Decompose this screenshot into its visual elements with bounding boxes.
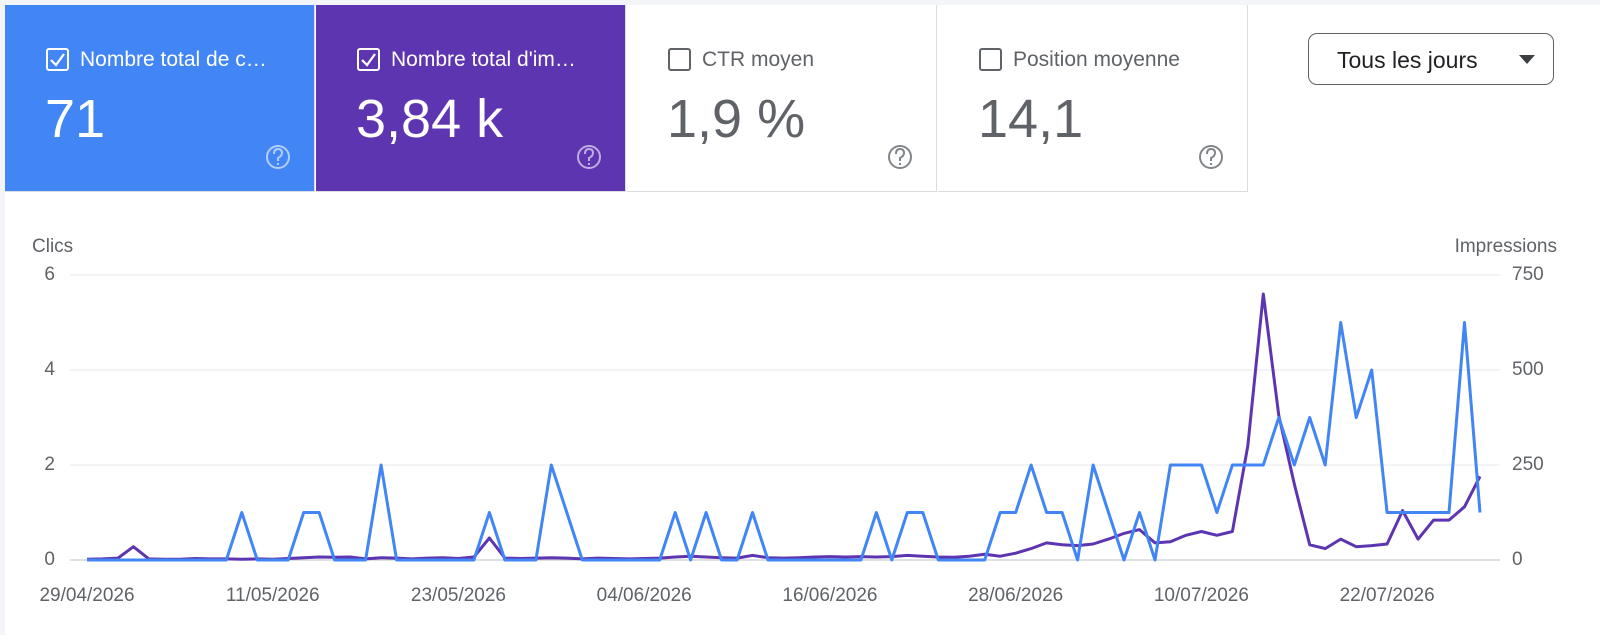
dropdown-label: Tous les jours <box>1337 47 1478 73</box>
checkbox <box>668 48 691 71</box>
y2-tick-label: 0 <box>1512 549 1523 570</box>
x-tick-label: 04/06/2026 <box>597 585 692 606</box>
x-tick-label: 11/05/2026 <box>226 585 320 606</box>
metric-card[interactable]: Position moyenne 14,1 <box>938 5 1248 192</box>
card-value: 14,1 <box>978 89 1084 149</box>
y-tick-label: 6 <box>44 264 55 285</box>
card-label: Nombre total d'im… <box>391 48 576 71</box>
y2-tick-label: 750 <box>1512 264 1544 285</box>
card-label: Position moyenne <box>1013 48 1180 71</box>
card-value: 1,9 % <box>667 89 806 149</box>
help-mark <box>1206 147 1217 165</box>
help-icon <box>266 145 290 169</box>
y-axis-title: Clics <box>32 236 73 257</box>
metric-card[interactable]: Nombre total de c… 71 <box>5 5 315 192</box>
card-value: 71 <box>45 89 106 149</box>
x-tick-label: 29/04/2026 <box>39 585 134 606</box>
help-icon <box>1199 145 1223 169</box>
x-tick-label: 10/07/2026 <box>1154 585 1249 606</box>
checkmark <box>361 53 376 67</box>
x-tick-label: 23/05/2026 <box>411 585 506 606</box>
checkbox <box>46 48 69 71</box>
x-tick-label: 22/07/2026 <box>1340 585 1435 606</box>
x-tick-label: 16/06/2026 <box>782 585 877 606</box>
help-mark <box>895 147 906 165</box>
x-tick-label: 28/06/2026 <box>968 585 1063 606</box>
y-tick-label: 4 <box>44 359 55 380</box>
help-icon <box>888 145 912 169</box>
y2-tick-label: 250 <box>1512 454 1544 475</box>
dropdown-arrow <box>1519 55 1535 64</box>
date-dropdown[interactable]: Tous les jours <box>1308 33 1554 85</box>
y-tick-label: 2 <box>44 454 55 475</box>
card-icons <box>46 48 290 169</box>
checkmark <box>50 53 65 67</box>
metric-card[interactable]: Nombre total d'im… 3,84 k <box>316 5 626 192</box>
card-label: CTR moyen <box>702 48 815 71</box>
help-icon <box>577 145 601 169</box>
series-line <box>86 292 1482 561</box>
card-icons <box>357 48 601 169</box>
card-value: 3,84 k <box>356 89 504 149</box>
help-mark <box>584 147 595 165</box>
series-line <box>87 321 1482 562</box>
card-icons <box>668 48 912 169</box>
y2-axis-title: Impressions <box>1455 236 1557 257</box>
y-tick-label: 0 <box>44 549 55 570</box>
metric-card[interactable]: CTR moyen 1,9 % <box>627 5 937 192</box>
card-label: Nombre total de c… <box>80 48 267 71</box>
checkbox <box>357 48 380 71</box>
y2-tick-label: 500 <box>1512 359 1544 380</box>
card-icons <box>979 48 1223 169</box>
help-mark <box>273 147 284 165</box>
panel: Nombre total de c… 71 Nombre total d'im… 3,… <box>5 5 1600 635</box>
checkbox <box>979 48 1002 71</box>
